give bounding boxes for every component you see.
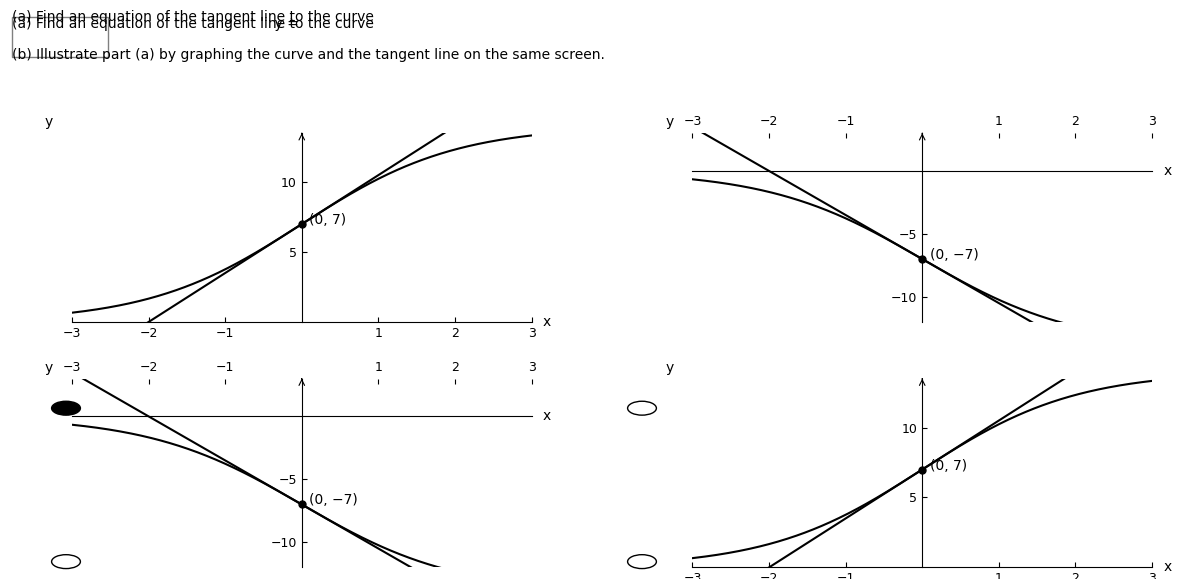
Text: x: x [544, 315, 551, 329]
Text: x: x [544, 409, 551, 423]
Text: x: x [1164, 560, 1171, 574]
Text: (0, −7): (0, −7) [930, 248, 979, 262]
Text: (a) Find an equation of the tangent line to the curve: (a) Find an equation of the tangent line… [12, 10, 383, 24]
Y-axis label: y: y [44, 115, 53, 129]
Y-axis label: y: y [665, 115, 673, 129]
Text: x: x [1164, 164, 1171, 178]
Text: (a) Find an equation of the tangent line to the curve: (a) Find an equation of the tangent line… [12, 17, 383, 31]
Bar [12, 17, 108, 57]
Text: (0, −7): (0, −7) [310, 493, 358, 507]
Text: (0, 7): (0, 7) [930, 459, 967, 472]
Y-axis label: y: y [665, 361, 673, 375]
Y-axis label: y: y [44, 361, 53, 375]
Text: y =: y = [12, 17, 304, 31]
Text: (0, 7): (0, 7) [310, 213, 347, 227]
Text: (b) Illustrate part (a) by graphing the curve and the tangent line on the same s: (b) Illustrate part (a) by graphing the … [12, 49, 605, 63]
